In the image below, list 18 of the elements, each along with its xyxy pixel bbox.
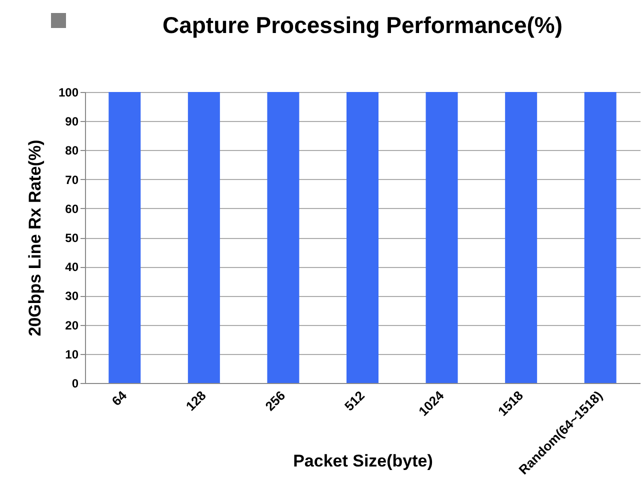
x-tick-label: 512 (341, 388, 368, 414)
y-tick-label: 70 (65, 172, 79, 187)
y-tick-label: 100 (58, 86, 79, 100)
x-tick-label: 64 (108, 387, 130, 409)
y-tick-label: 0 (72, 376, 79, 390)
y-tick-label: 20 (65, 318, 79, 332)
x-axis-title: Packet Size(byte) (293, 452, 433, 470)
y-tick-label: 10 (65, 347, 79, 362)
y-tick-label: 60 (65, 202, 79, 216)
chart-title: Capture Processing Performance(%) (162, 12, 563, 38)
x-tick-label: 128 (182, 388, 209, 414)
y-tick-label: 30 (65, 289, 79, 304)
y-tick-label: 80 (65, 144, 79, 158)
y-tick-label: 40 (65, 260, 79, 274)
y-axis-title: 20Gbps Line Rx Rate(%) (25, 140, 44, 336)
y-tick-label: 50 (65, 231, 79, 245)
y-tick-label: 90 (65, 114, 79, 129)
x-tick-label: 256 (262, 388, 288, 414)
